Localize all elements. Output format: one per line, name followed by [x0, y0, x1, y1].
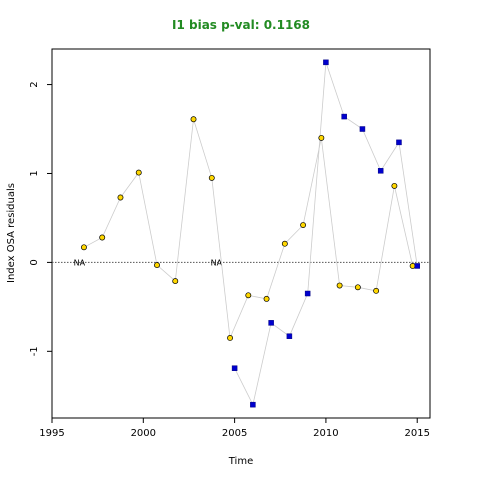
series-0-point	[336, 282, 343, 289]
series-0-point	[190, 116, 197, 123]
series-1-point	[359, 126, 366, 132]
series-0-point	[354, 284, 361, 291]
series-1-point	[414, 263, 420, 269]
x-tick-label: 2010	[313, 428, 338, 439]
series-1-point	[323, 59, 329, 66]
series-1-point	[250, 401, 256, 408]
chart-title: I1 bias p-val: 0.1168	[172, 18, 310, 32]
series-1-point	[396, 139, 402, 146]
series-0-point	[154, 262, 160, 269]
x-tick-label: 1995	[39, 428, 64, 439]
x-tick-label: 2000	[131, 428, 156, 439]
na-label: NA	[211, 258, 223, 267]
y-tick-label: 1	[29, 170, 40, 176]
series-0-point	[117, 194, 124, 201]
series-1-point	[304, 290, 311, 297]
series-0-point	[81, 244, 87, 251]
series-0-point	[227, 335, 233, 341]
y-tick-label: 0	[29, 259, 40, 265]
series-0-point	[99, 234, 106, 241]
x-tick-label: 2005	[222, 428, 247, 439]
y-tick-label: -1	[29, 346, 40, 356]
series-0-point	[391, 182, 398, 189]
plot-frame	[51, 48, 431, 419]
series-0-point	[300, 222, 307, 229]
series-0-point	[135, 169, 142, 176]
series-1-point	[231, 365, 238, 371]
x-axis-label: Time	[228, 456, 253, 467]
series-0-point	[245, 292, 252, 299]
series-0-point	[281, 240, 288, 247]
series-0-point	[318, 134, 325, 141]
series-1-point	[377, 168, 384, 174]
series-1-point	[268, 320, 274, 326]
x-tick-label: 2015	[404, 428, 429, 439]
y-tick-label: 2	[29, 81, 40, 87]
series-1-connector-line	[234, 62, 418, 406]
series-0-point	[208, 174, 215, 181]
series-0-point	[263, 295, 270, 302]
y-axis-label: Index OSA residuals	[6, 183, 17, 283]
series-0-point	[172, 278, 179, 285]
series-0-point	[373, 287, 380, 294]
plot-area: 1995 2000 2005 2010 2015 -1 0 1 2 NA NA	[29, 48, 431, 439]
series-1-point	[341, 113, 347, 120]
na-label: NA	[74, 258, 86, 267]
series-0-connector-line	[83, 119, 414, 340]
series-1-point	[286, 333, 293, 339]
